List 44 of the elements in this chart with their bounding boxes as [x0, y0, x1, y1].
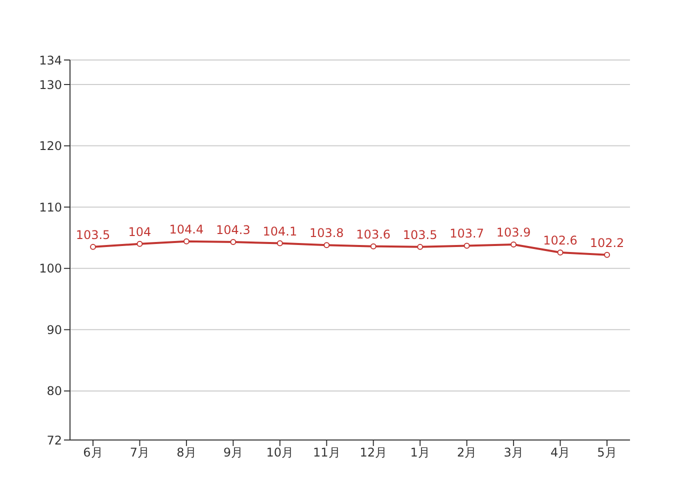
- x-tick-label: 6月: [83, 446, 103, 460]
- data-label: 104.4: [169, 222, 204, 236]
- y-tick-label: 72: [46, 433, 62, 448]
- x-tick-label: 12月: [360, 446, 388, 460]
- x-tick-label: 7月: [130, 446, 150, 460]
- x-tick-label: 4月: [550, 446, 570, 460]
- data-label: 103.8: [309, 226, 344, 240]
- data-label: 103.5: [402, 228, 438, 242]
- point: [557, 249, 564, 256]
- point: [370, 243, 376, 250]
- y-tick-label: 80: [46, 384, 62, 398]
- point: [136, 240, 143, 247]
- y-tick-label: 110: [39, 200, 62, 214]
- y-tick-label: 120: [39, 139, 62, 154]
- point: [90, 244, 96, 250]
- point: [276, 240, 283, 246]
- data-label: 102.2: [590, 236, 624, 250]
- point: [417, 244, 424, 250]
- data-label: 103.6: [356, 227, 391, 242]
- x-tick-label: 11月: [312, 446, 340, 460]
- data-label: 103.7: [450, 226, 484, 241]
- data-label: 103.5: [76, 228, 110, 242]
- point: [510, 241, 517, 248]
- x-tick-label: 9月: [223, 446, 243, 460]
- point: [464, 242, 470, 249]
- x-tick-label: 8月: [176, 446, 196, 460]
- y-tick-label: 90: [46, 322, 62, 337]
- data-label: 104.3: [216, 223, 250, 238]
- y-tick-label: 100: [39, 262, 62, 276]
- data-label: 104.1: [262, 224, 298, 238]
- y-tick-label: 134: [39, 53, 62, 68]
- x-tick-label: 2月: [457, 446, 477, 460]
- data-label: 102.6: [543, 233, 578, 248]
- point: [604, 252, 610, 258]
- data-label: 104: [128, 224, 152, 239]
- y-tick-label: 130: [39, 78, 62, 92]
- point: [230, 239, 236, 246]
- point: [183, 238, 190, 244]
- x-tick-label: 10月: [266, 446, 294, 460]
- point: [324, 242, 330, 248]
- data-label: 103.9: [496, 225, 531, 240]
- x-tick-label: 5月: [597, 446, 617, 460]
- x-tick-label: 1月: [410, 446, 430, 460]
- x-tick-label: 3月: [504, 446, 524, 460]
